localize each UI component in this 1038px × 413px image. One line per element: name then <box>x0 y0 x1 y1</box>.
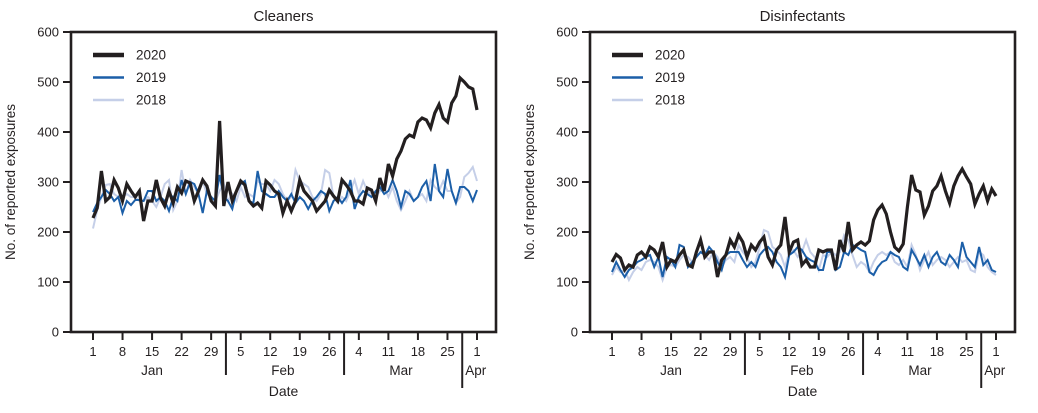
y-tick-label: 500 <box>37 75 59 90</box>
series-line-2019 <box>92 163 478 217</box>
x-tick-label: 18 <box>411 344 425 359</box>
disinfectants-panel: Disinfectants 0 100 200 300 400 500 600 No. of r… <box>519 0 1038 413</box>
y-tick-label: 0 <box>571 325 578 340</box>
y-axis: 0 100 200 300 400 500 600 <box>556 25 590 340</box>
cleaners-chart: Cleaners 0 100 200 300 400 500 600 No. of report… <box>3 8 498 399</box>
x-tick-label: 15 <box>664 344 678 359</box>
y-tick-label: 0 <box>52 325 59 340</box>
month-label: Jan <box>141 363 163 378</box>
x-tick-label: 8 <box>638 344 645 359</box>
disinfectants-chart: Disinfectants 0 100 200 300 400 500 600 No. of r… <box>522 8 1017 399</box>
legend-label-2019: 2019 <box>136 70 166 85</box>
x-tick-label: 18 <box>930 344 944 359</box>
x-axis-title: Date <box>788 383 818 399</box>
month-label: Apr <box>465 363 487 378</box>
chart-title: Disinfectants <box>760 8 846 25</box>
y-tick-label: 600 <box>556 25 578 40</box>
y-tick-label: 100 <box>556 275 578 290</box>
x-tick-label: 1 <box>992 344 999 359</box>
x-tick-label: 26 <box>841 344 855 359</box>
y-tick-label: 100 <box>37 275 59 290</box>
x-tick-label: 8 <box>119 344 126 359</box>
legend-label-2020: 2020 <box>655 48 685 63</box>
x-tick-label: 1 <box>473 344 480 359</box>
y-tick-label: 200 <box>37 225 59 240</box>
legend-label-2020: 2020 <box>136 48 166 63</box>
cleaners-panel: Cleaners 0 100 200 300 400 500 600 No. of report… <box>3 8 498 399</box>
x-tick-label: 15 <box>145 344 159 359</box>
y-axis-title: No. of reported exposures <box>522 104 537 260</box>
x-tick-label: 19 <box>812 344 826 359</box>
x-tick-label: 29 <box>204 344 218 359</box>
month-label: Feb <box>271 363 294 378</box>
x-tick-label: 22 <box>174 344 188 359</box>
y-tick-label: 500 <box>556 75 578 90</box>
y-tick-label: 300 <box>556 175 578 190</box>
x-tick-label: 5 <box>756 344 763 359</box>
month-label: Jan <box>660 363 682 378</box>
x-tick-label: 29 <box>723 344 737 359</box>
y-tick-label: 400 <box>37 125 59 140</box>
y-tick-label: 400 <box>556 125 578 140</box>
legend-label-2018: 2018 <box>655 93 685 108</box>
y-axis-title: No. of reported exposures <box>3 104 18 260</box>
y-axis: 0 100 200 300 400 500 600 <box>37 25 71 340</box>
x-tick-label: 11 <box>901 344 915 359</box>
x-tick-label: 19 <box>293 344 307 359</box>
x-tick-label: 12 <box>782 344 796 359</box>
x-tick-label: 11 <box>382 344 396 359</box>
x-tick-label: 26 <box>322 344 336 359</box>
month-label: Mar <box>908 363 932 378</box>
series-line-2020 <box>91 74 479 222</box>
plot-frame <box>588 30 1017 334</box>
series-lines <box>610 165 998 284</box>
month-label: Mar <box>389 363 413 378</box>
month-label: Feb <box>790 363 813 378</box>
x-tick-label: 4 <box>355 344 362 359</box>
x-tick-label: 1 <box>608 344 615 359</box>
series-line-2020 <box>610 165 998 278</box>
x-axis-title: Date <box>269 383 299 399</box>
x-tick-label: 25 <box>959 344 973 359</box>
x-tick-label: 5 <box>237 344 244 359</box>
legend-label-2018: 2018 <box>136 93 166 108</box>
series-lines <box>91 74 479 229</box>
y-tick-label: 300 <box>37 175 59 190</box>
chart-title: Cleaners <box>253 8 313 25</box>
legend: 2020 2019 2018 <box>93 48 166 108</box>
month-label: Apr <box>984 363 1006 378</box>
legend-label-2019: 2019 <box>655 70 685 85</box>
x-tick-label: 1 <box>89 344 96 359</box>
legend: 2020 2019 2018 <box>612 48 685 108</box>
x-tick-label: 4 <box>874 344 881 359</box>
y-tick-label: 600 <box>37 25 59 40</box>
x-tick-label: 25 <box>440 344 454 359</box>
x-tick-label: 12 <box>263 344 277 359</box>
x-tick-label: 22 <box>693 344 707 359</box>
y-tick-label: 200 <box>556 225 578 240</box>
